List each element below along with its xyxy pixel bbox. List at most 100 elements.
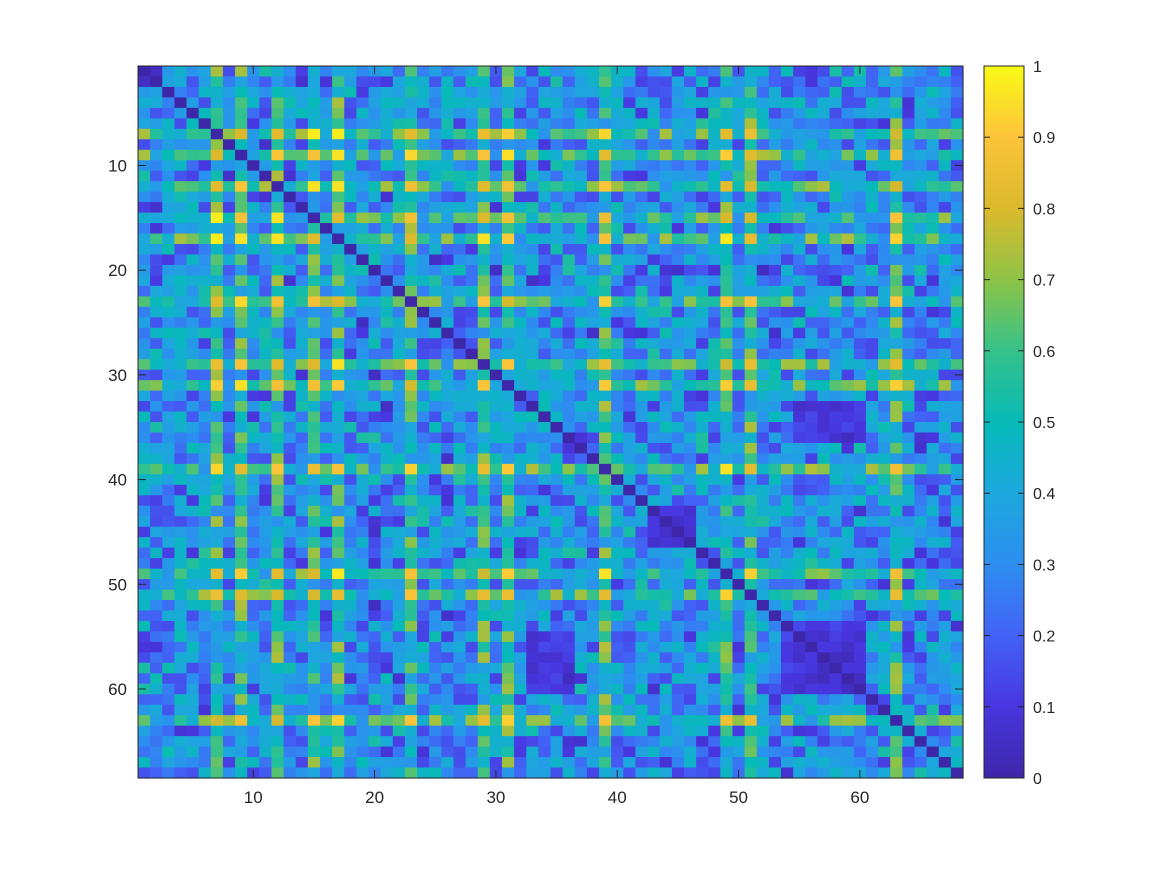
heatmap-cell: [793, 579, 806, 591]
heatmap-cell: [914, 746, 928, 758]
heatmap-cell: [295, 432, 309, 444]
heatmap-cell: [514, 610, 527, 622]
heatmap-cell: [295, 348, 309, 360]
heatmap-cell: [708, 579, 721, 591]
heatmap-cell: [307, 767, 321, 779]
heatmap-cell: [380, 652, 394, 664]
heatmap-cell: [441, 327, 455, 339]
heatmap-cell: [477, 212, 491, 224]
heatmap-cell: [222, 704, 236, 716]
heatmap-cell: [489, 537, 503, 549]
heatmap-cell: [732, 736, 746, 748]
heatmap-cell: [332, 767, 345, 779]
heatmap-cell: [186, 76, 200, 88]
heatmap-cell: [878, 746, 891, 758]
heatmap-cell: [186, 254, 200, 266]
heatmap-cell: [417, 411, 430, 423]
heatmap-cell: [162, 107, 175, 119]
heatmap-cell: [356, 767, 370, 779]
heatmap-cell: [574, 76, 588, 88]
heatmap-cell: [914, 683, 928, 695]
heatmap-cell: [853, 76, 867, 88]
heatmap-cell: [841, 86, 855, 99]
heatmap-cell: [501, 254, 515, 266]
heatmap-cell: [453, 746, 467, 758]
heatmap-cell: [501, 76, 515, 88]
heatmap-cell: [647, 767, 661, 779]
heatmap-cell: [489, 495, 503, 507]
heatmap-cell: [271, 202, 285, 214]
heatmap-cell: [186, 118, 200, 130]
heatmap-cell: [501, 202, 515, 214]
heatmap-cell: [659, 149, 673, 161]
heatmap-cell: [138, 432, 151, 444]
heatmap-cell: [611, 275, 624, 287]
heatmap-cell: [623, 202, 637, 214]
heatmap-cell: [805, 474, 819, 486]
heatmap-cell: [210, 484, 224, 496]
heatmap-cell: [829, 757, 843, 769]
heatmap-cell: [295, 338, 309, 350]
heatmap-cell: [562, 516, 576, 528]
heatmap-cell: [914, 191, 928, 203]
heatmap-cell: [720, 610, 734, 622]
heatmap-cell: [890, 767, 903, 779]
heatmap-cell: [829, 233, 843, 245]
heatmap-cell: [550, 66, 564, 78]
heatmap-cell: [805, 767, 819, 779]
heatmap-cell: [841, 244, 855, 256]
heatmap-cell: [356, 589, 370, 601]
heatmap-cell: [368, 757, 382, 769]
heatmap-cell: [768, 757, 782, 769]
heatmap-cell: [599, 296, 612, 308]
heatmap-cell: [647, 600, 661, 612]
heatmap-cell: [489, 505, 503, 517]
heatmap-cell: [295, 380, 309, 392]
heatmap-cell: [441, 694, 455, 706]
heatmap-cell: [562, 338, 576, 350]
heatmap-cell: [453, 285, 467, 297]
heatmap-cell: [805, 516, 819, 528]
heatmap-cell: [186, 86, 200, 99]
heatmap-cell: [671, 160, 685, 172]
heatmap-cell: [586, 715, 600, 727]
heatmap-cell: [417, 746, 430, 758]
heatmap-cell: [404, 537, 418, 549]
colorbar-tick-label: 0.8: [1033, 201, 1055, 218]
heatmap-cell: [186, 275, 200, 287]
heatmap-cell: [950, 662, 964, 674]
heatmap-cell: [186, 767, 200, 779]
heatmap-cell: [793, 254, 806, 266]
heatmap-cell: [162, 736, 175, 748]
heatmap-cell: [259, 484, 273, 496]
heatmap-cell: [477, 736, 491, 748]
heatmap-cell: [307, 97, 321, 109]
heatmap-cell: [635, 683, 649, 695]
heatmap-cell: [514, 694, 527, 706]
heatmap-cell: [805, 275, 819, 287]
heatmap-cell: [514, 767, 527, 779]
heatmap-cell: [453, 66, 467, 78]
heatmap-cell: [368, 191, 382, 203]
heatmap-cell: [501, 244, 515, 256]
heatmap-cell: [586, 537, 600, 549]
heatmap-cell: [429, 317, 442, 329]
heatmap-cell: [222, 736, 236, 748]
heatmap-cell: [295, 767, 309, 779]
heatmap-cell: [671, 662, 685, 674]
heatmap-cell: [708, 474, 721, 486]
heatmap-cell: [647, 390, 661, 402]
heatmap-cell: [453, 484, 467, 496]
heatmap-cell: [878, 348, 891, 360]
heatmap-cell: [878, 495, 891, 507]
heatmap-cell: [781, 746, 794, 758]
heatmap-cell: [259, 97, 273, 109]
heatmap-cell: [623, 589, 637, 601]
heatmap-cell: [623, 610, 637, 622]
heatmap-cell: [562, 558, 576, 570]
heatmap-cell: [477, 338, 491, 350]
heatmap-cell: [344, 97, 357, 109]
heatmap-cell: [356, 191, 370, 203]
heatmap-cell: [162, 411, 175, 423]
heatmap-cell: [235, 149, 248, 161]
